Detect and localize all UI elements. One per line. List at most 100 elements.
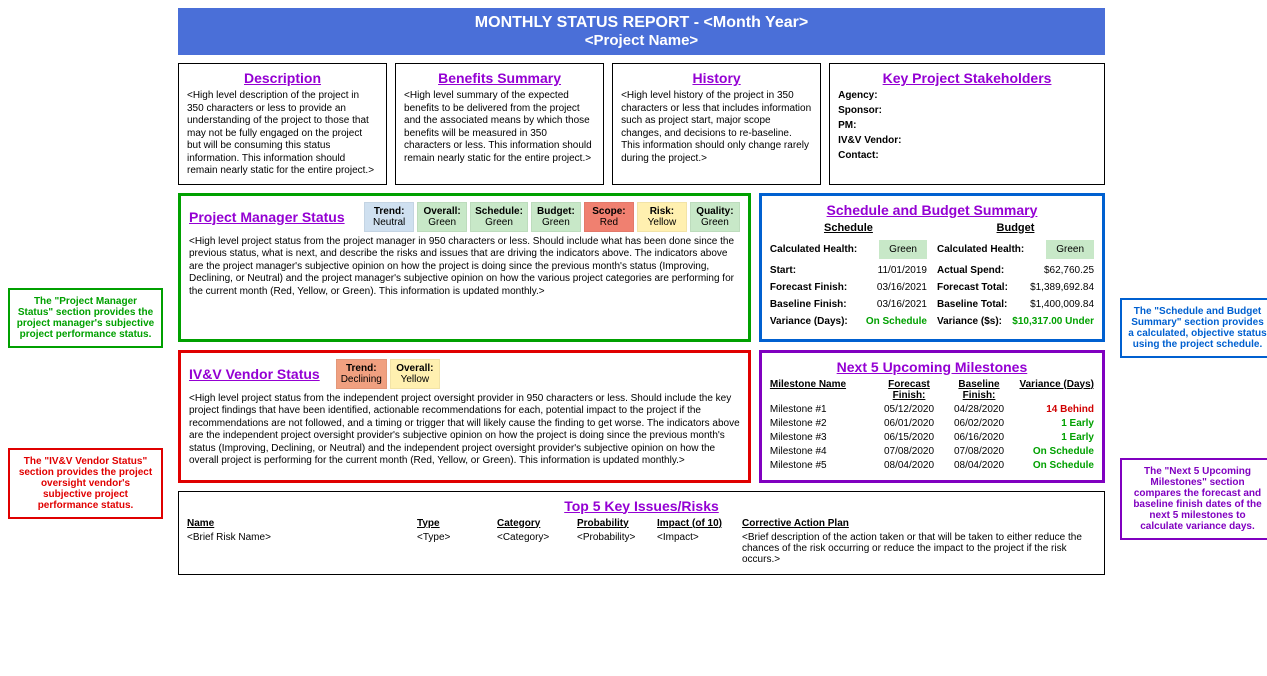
- issues-head-prob: Probability: [577, 518, 657, 529]
- stakeholder-row: Agency:: [838, 90, 1096, 101]
- pm-status-title: Project Manager Status: [189, 209, 345, 225]
- schedule-var-value: On Schedule: [866, 316, 927, 327]
- status-chip: Scope:Red: [584, 202, 634, 232]
- budget-var-value: $10,317.00 Under: [1012, 316, 1094, 327]
- pm-status-box: Project Manager Status Trend:NeutralOver…: [178, 193, 751, 342]
- sb-row: Baseline Finish:03/16/2021: [770, 299, 927, 310]
- stakeholder-label: IV&V Vendor:: [838, 135, 918, 146]
- stakeholder-value: [918, 90, 1031, 101]
- issues-row-category: <Category>: [497, 532, 577, 565]
- sb-row: Start:11/01/2019: [770, 265, 927, 276]
- annotation-mil: The "Next 5 Upcoming Milestones" section…: [1120, 458, 1267, 540]
- sb-row: Forecast Total:$1,389,692.84: [937, 282, 1094, 293]
- schedule-rows: Start:11/01/2019 Forecast Finish:03/16/20…: [770, 265, 927, 310]
- milestone-row: Milestone #306/15/202006/16/20201 Early: [770, 432, 1094, 443]
- benefits-body: <High level summary of the expected bene…: [404, 90, 595, 165]
- mil-head-baseline: Baseline Finish:: [944, 379, 1014, 401]
- schedule-variance-row: Variance (Days): On Schedule: [770, 316, 927, 327]
- milestones-title: Next 5 Upcoming Milestones: [770, 359, 1094, 375]
- schedule-health-row: Calculated Health: Green: [770, 240, 927, 259]
- stakeholder-label: Agency:: [838, 90, 918, 101]
- sb-columns: Schedule Calculated Health: Green Start:…: [770, 222, 1094, 333]
- pm-status-head: Project Manager Status Trend:NeutralOver…: [189, 202, 740, 232]
- ivv-status-box: IV&V Vendor Status Trend:DecliningOveral…: [178, 350, 751, 483]
- sb-row: Baseline Total:$1,400,009.84: [937, 299, 1094, 310]
- budget-heading: Budget: [937, 222, 1094, 234]
- budget-col: Budget Calculated Health: Green Actual S…: [937, 222, 1094, 333]
- status-chip: Trend:Declining: [336, 359, 387, 389]
- stakeholder-label: PM:: [838, 120, 918, 131]
- annotation-ivv: The "IV&V Vendor Status" section provide…: [8, 448, 163, 519]
- stakeholder-value: [918, 105, 1031, 116]
- stakeholders-list: Agency: Sponsor: PM: IV&V Vendor: Contact:: [838, 90, 1096, 161]
- milestones-head: Milestone Name Forecast Finish: Baseline…: [770, 379, 1094, 401]
- main-column: MONTHLY STATUS REPORT - <Month Year> <Pr…: [178, 8, 1105, 575]
- budget-health-pill: Green: [1046, 240, 1094, 259]
- budget-rows: Actual Spend:$62,760.25 Forecast Total:$1…: [937, 265, 1094, 310]
- issues-row-plan: <Brief description of the action taken o…: [742, 532, 1096, 565]
- stakeholder-row: Sponsor:: [838, 105, 1096, 116]
- issues-row-type: <Type>: [417, 532, 497, 565]
- status-chip: Budget:Green: [531, 202, 581, 232]
- issues-row-prob: <Probability>: [577, 532, 657, 565]
- mil-head-variance: Variance (Days): [1014, 379, 1094, 401]
- stakeholders-title: Key Project Stakeholders: [838, 70, 1096, 86]
- schedule-health-label: Calculated Health:: [770, 244, 857, 255]
- stakeholder-row: Contact:: [838, 150, 1096, 161]
- description-title: Description: [187, 70, 378, 86]
- annotation-sb: The "Schedule and Budget Summary" sectio…: [1120, 298, 1267, 358]
- header-subtitle: <Project Name>: [178, 32, 1105, 49]
- stakeholder-label: Contact:: [838, 150, 918, 161]
- stakeholder-value: [918, 120, 1031, 131]
- milestone-row: Milestone #105/12/202004/28/202014 Behin…: [770, 404, 1094, 415]
- budget-var-label: Variance ($s):: [937, 316, 1002, 327]
- status-chip: Overall:Yellow: [390, 359, 440, 389]
- schedule-budget-box: Schedule and Budget Summary Schedule Cal…: [759, 193, 1105, 342]
- issues-row-impact: <Impact>: [657, 532, 742, 565]
- sb-row: Actual Spend:$62,760.25: [937, 265, 1094, 276]
- ivv-status-head: IV&V Vendor Status Trend:DecliningOveral…: [189, 359, 740, 389]
- schedule-var-label: Variance (Days):: [770, 316, 848, 327]
- budget-health-label: Calculated Health:: [937, 244, 1024, 255]
- milestones-box: Next 5 Upcoming Milestones Milestone Nam…: [759, 350, 1105, 483]
- history-box: History <High level history of the proje…: [612, 63, 821, 185]
- status-chip: Overall:Green: [417, 202, 467, 232]
- issues-head-type: Type: [417, 518, 497, 529]
- history-title: History: [621, 70, 812, 86]
- schedule-heading: Schedule: [770, 222, 927, 234]
- status-chip: Trend:Neutral: [364, 202, 414, 232]
- stakeholder-phone: [1031, 105, 1096, 116]
- issues-box: Top 5 Key Issues/Risks Name Type Categor…: [178, 491, 1105, 575]
- schedule-col: Schedule Calculated Health: Green Start:…: [770, 222, 927, 333]
- sb-title: Schedule and Budget Summary: [770, 202, 1094, 218]
- issues-head-name: Name: [187, 518, 417, 529]
- milestone-row: Milestone #407/08/202007/08/2020On Sched…: [770, 446, 1094, 457]
- stakeholder-value: [918, 150, 1031, 161]
- header-title: MONTHLY STATUS REPORT - <Month Year>: [178, 14, 1105, 32]
- mid-row-2: IV&V Vendor Status Trend:DecliningOveral…: [178, 350, 1105, 483]
- description-body: <High level description of the project i…: [187, 90, 378, 178]
- annotation-pm: The "Project Manager Status" section pro…: [8, 288, 163, 348]
- benefits-box: Benefits Summary <High level summary of …: [395, 63, 604, 185]
- stakeholder-phone: [1031, 150, 1096, 161]
- issues-row: <Brief Risk Name> <Type> <Category> <Pro…: [187, 532, 1096, 565]
- issues-head-category: Category: [497, 518, 577, 529]
- sb-row: Forecast Finish:03/16/2021: [770, 282, 927, 293]
- pm-chips: Trend:NeutralOverall:GreenSchedule:Green…: [364, 202, 740, 232]
- description-box: Description <High level description of t…: [178, 63, 387, 185]
- report-page: The "Project Manager Status" section pro…: [8, 8, 1267, 575]
- issues-head: Name Type Category Probability Impact (o…: [187, 518, 1096, 529]
- budget-variance-row: Variance ($s): $10,317.00 Under: [937, 316, 1094, 327]
- top-row: Description <High level description of t…: [178, 63, 1105, 185]
- issues-row-name: <Brief Risk Name>: [187, 532, 417, 565]
- stakeholders-box: Key Project Stakeholders Agency: Sponsor:…: [829, 63, 1105, 185]
- status-chip: Quality:Green: [690, 202, 740, 232]
- stakeholder-phone: [1031, 90, 1096, 101]
- stakeholder-value: [918, 135, 1031, 146]
- issues-head-plan: Corrective Action Plan: [742, 518, 1096, 529]
- stakeholder-phone: [1031, 120, 1096, 131]
- ivv-status-body: <High level project status from the inde…: [189, 393, 740, 468]
- milestone-row: Milestone #508/04/202008/04/2020On Sched…: [770, 460, 1094, 471]
- issues-head-impact: Impact (of 10): [657, 518, 742, 529]
- issues-title: Top 5 Key Issues/Risks: [187, 498, 1096, 514]
